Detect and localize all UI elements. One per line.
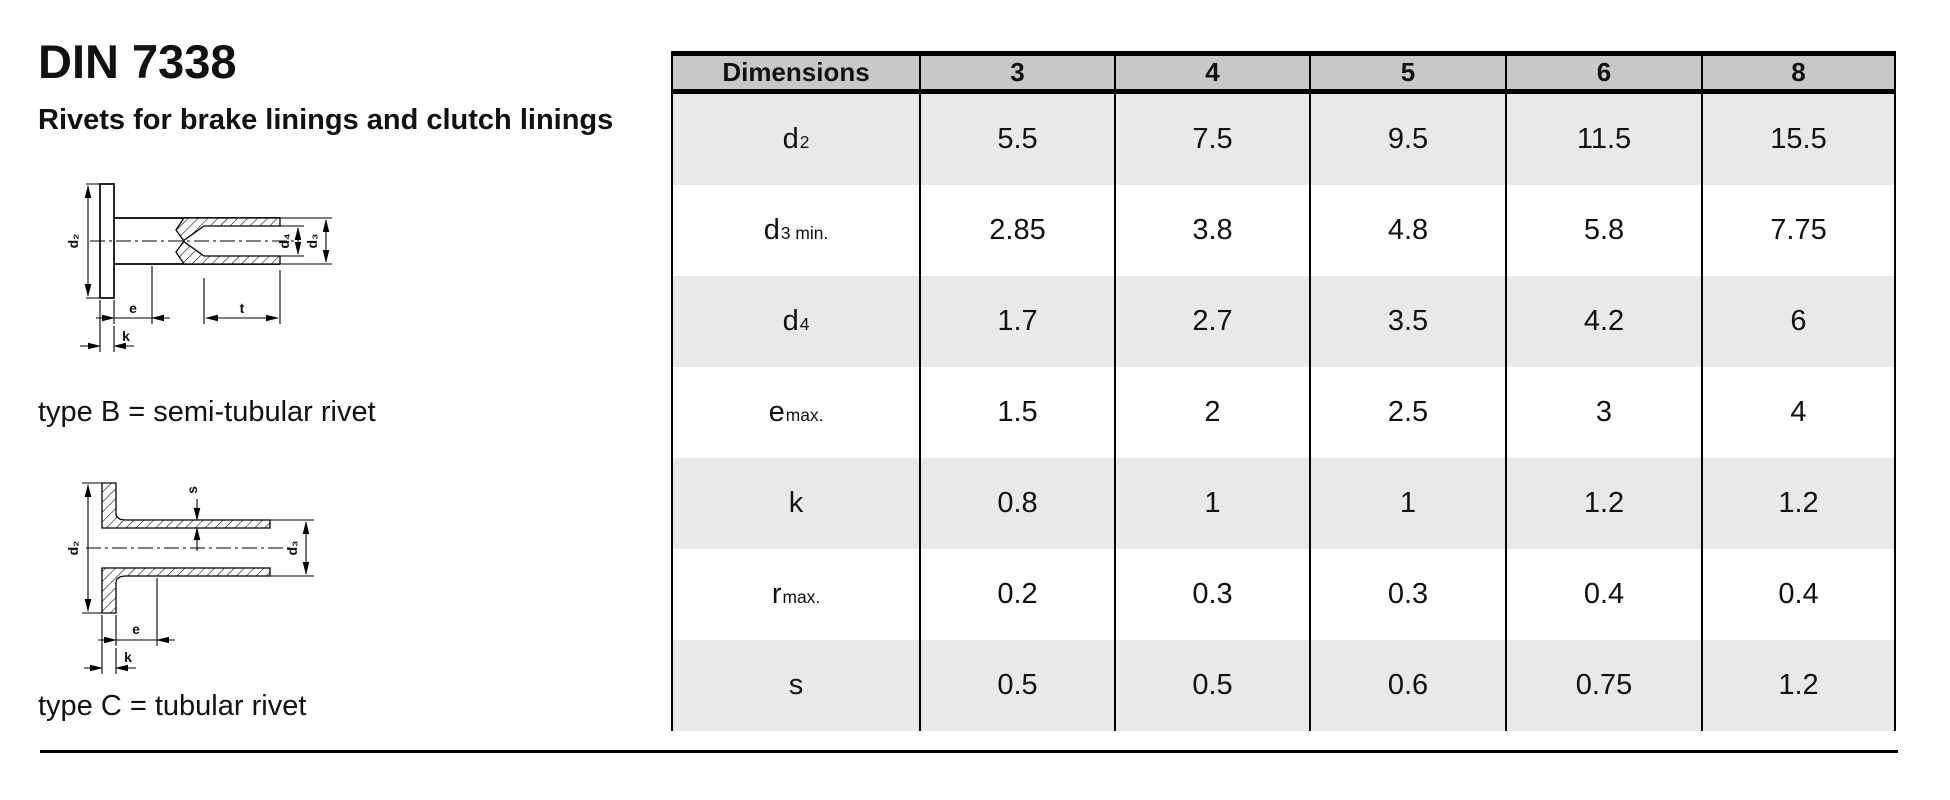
value-cell: 7.5 xyxy=(1114,94,1309,185)
header-size-cell: 3 xyxy=(919,56,1114,89)
value-cell: 2.5 xyxy=(1309,367,1505,458)
value-cell: 2 xyxy=(1114,367,1309,458)
dim-label-e: e xyxy=(129,300,137,316)
dim-label-d4: d₄ xyxy=(276,233,292,248)
value-cell: 1 xyxy=(1114,458,1309,549)
type-b-caption: type B = semi-tubular rivet xyxy=(38,396,376,428)
value-cell: 0.4 xyxy=(1701,549,1894,640)
value-cell: 4.8 xyxy=(1309,185,1505,276)
rivet-head xyxy=(99,183,115,299)
value-cell: 4.2 xyxy=(1505,276,1701,367)
dim-label-e: e xyxy=(132,621,140,637)
header-size-cell: 8 xyxy=(1701,56,1894,89)
value-cell: 0.4 xyxy=(1505,549,1701,640)
bottom-rule xyxy=(40,750,1898,753)
value-cell: 0.5 xyxy=(919,640,1114,731)
value-cell: 1.2 xyxy=(1701,640,1894,731)
page-title: DIN 7338 xyxy=(38,35,237,88)
value-cell: 1.2 xyxy=(1701,458,1894,549)
value-cell: 0.8 xyxy=(919,458,1114,549)
value-cell: 3 xyxy=(1505,367,1701,458)
header-size-cell: 4 xyxy=(1114,56,1309,89)
value-cell: 1.2 xyxy=(1505,458,1701,549)
dimensions-table: Dimensions 3 4 5 6 8 d 2 5.5 7.5 9.5 11.5 15.5 d 3 mi… xyxy=(671,51,1896,731)
upper-wall-hatch xyxy=(101,482,271,529)
row-label-cell: e max. xyxy=(768,396,824,428)
table-header-row: Dimensions 3 4 5 6 8 xyxy=(673,51,1894,94)
type-c-caption: type C = tubular rivet xyxy=(38,690,307,722)
type-b-rivet-drawing: d₂ d₄ d₃ e t k xyxy=(65,183,332,352)
value-cell: 1 xyxy=(1309,458,1505,549)
row-label-cell: k xyxy=(788,487,804,519)
dim-label-t: t xyxy=(240,300,245,316)
value-cell: 11.5 xyxy=(1505,94,1701,185)
dim-label-d3: d₃ xyxy=(304,233,320,248)
value-cell: 2.85 xyxy=(919,185,1114,276)
dim-label-d3: d₃ xyxy=(284,540,300,555)
value-cell: 0.6 xyxy=(1309,640,1505,731)
row-label-cell: s xyxy=(788,669,804,701)
dim-label-d2: d₂ xyxy=(65,541,81,556)
table-row: s 0.5 0.5 0.6 0.75 1.2 xyxy=(673,640,1894,731)
dim-label-s: s xyxy=(184,486,200,494)
lower-wall-hatch xyxy=(101,567,271,614)
dim-label-k: k xyxy=(124,649,132,665)
table-row: r max. 0.2 0.3 0.3 0.4 0.4 xyxy=(673,549,1894,640)
value-cell: 2.7 xyxy=(1114,276,1309,367)
value-cell: 9.5 xyxy=(1309,94,1505,185)
value-cell: 0.3 xyxy=(1114,549,1309,640)
value-cell: 15.5 xyxy=(1701,94,1894,185)
table-body: d 2 5.5 7.5 9.5 11.5 15.5 d 3 min. 2.85 3.8 4.8 5.8 7… xyxy=(673,94,1894,731)
value-cell: 0.2 xyxy=(919,549,1114,640)
value-cell: 3.8 xyxy=(1114,185,1309,276)
table-row: k 0.8 1 1 1.2 1.2 xyxy=(673,458,1894,549)
header-dimensions-cell: Dimensions xyxy=(722,57,870,87)
header-size-cell: 5 xyxy=(1309,56,1505,89)
value-cell: 0.3 xyxy=(1309,549,1505,640)
value-cell: 1.5 xyxy=(919,367,1114,458)
table-row: e max. 1.5 2 2.5 3 4 xyxy=(673,367,1894,458)
value-cell: 1.7 xyxy=(919,276,1114,367)
table-row: d 4 1.7 2.7 3.5 4.2 6 xyxy=(673,276,1894,367)
header-size-cell: 6 xyxy=(1505,56,1701,89)
value-cell: 4 xyxy=(1701,367,1894,458)
value-cell: 5.8 xyxy=(1505,185,1701,276)
table-row: d 2 5.5 7.5 9.5 11.5 15.5 xyxy=(673,94,1894,185)
value-cell: 0.75 xyxy=(1505,640,1701,731)
value-cell: 3.5 xyxy=(1309,276,1505,367)
row-label-cell: r max. xyxy=(771,578,821,610)
value-cell: 7.75 xyxy=(1701,185,1894,276)
value-cell: 5.5 xyxy=(919,94,1114,185)
value-cell: 6 xyxy=(1701,276,1894,367)
dim-label-k: k xyxy=(122,328,130,344)
page-subtitle: Rivets for brake linings and clutch lini… xyxy=(38,104,614,136)
value-cell: 0.5 xyxy=(1114,640,1309,731)
type-c-rivet-drawing: d₂ s d₃ e k xyxy=(65,482,314,674)
dim-label-d2: d₂ xyxy=(65,234,81,249)
